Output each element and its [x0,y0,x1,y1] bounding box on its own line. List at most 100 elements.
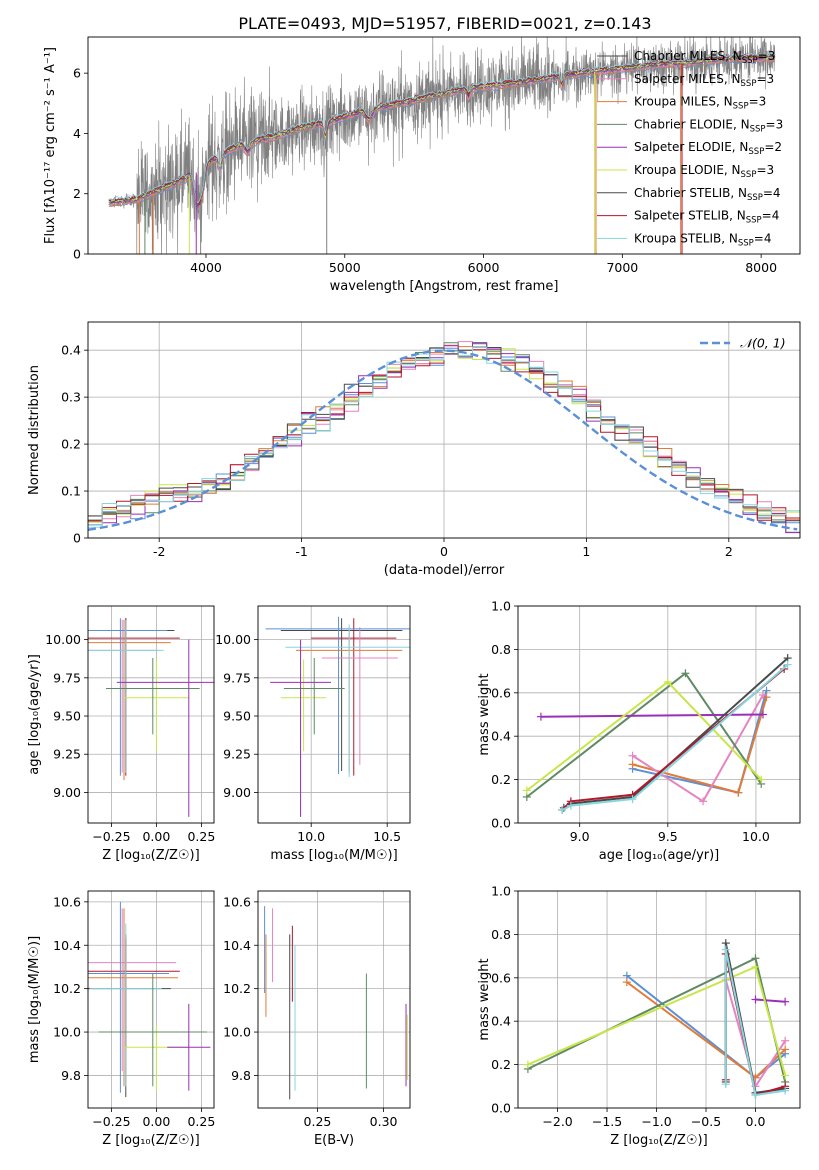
x-tick-label: 5000 [329,260,361,275]
legend-label-sub: SSP [741,79,757,89]
x-tick-label: 0.25 [187,829,215,844]
y-tick-label: 9.50 [53,709,81,724]
legend-label-sub: SSP [738,238,754,248]
x-tick-label: 9.0 [570,829,590,844]
axes-frame [87,605,215,824]
x-tick-label: −0.25 [92,1114,130,1129]
ticks: 9.0 9.5 10.0 0.0 0.2 0.4 0.6 0.8 1.0 [491,599,770,845]
y-tick-label: 1.0 [491,599,511,614]
legend-label: 𝒩(0, 1) [740,336,786,351]
y-axis-label: mass weight [477,673,492,755]
axes-frame [517,605,801,824]
legend: 𝒩(0, 1) [700,336,786,351]
weight-line-c8 [561,663,789,811]
panel-mass_vs_ebv: 0.25 0.30 9.8 10.0 10.2 10.4 10.6 E(B-V) [223,890,411,1148]
axes-frame [87,890,215,1109]
legend-label-text: Salpeter ELODIE, N [634,140,748,154]
x-tick-label: 7000 [606,260,638,275]
legend-label-sub: SSP [750,124,766,134]
plot-area [264,906,408,1100]
legend-label-suffix: =3 [758,49,776,63]
plot-area [108,37,776,254]
legend-label-suffix: =2 [764,140,782,154]
y-tick-label: 0.0 [491,816,511,831]
x-tick-label: 0.25 [304,1114,332,1129]
grid [258,606,410,823]
panel-weight_vs_Z: −2.0 −1.5 −1.0 −0.5 0.0 0.0 0.2 0.4 0.6 0.8 1.0 Z [… [477,884,801,1148]
y-tick-label: 0.6 [491,970,511,985]
y-tick-label: 9.50 [223,709,251,724]
legend-label-sub: SSP [733,102,749,112]
panel-spectrum: 4000 5000 6000 7000 8000 0 2 4 6 wavelength [Angs… [43,36,801,294]
y-axis-label: Normed distribution [27,365,42,495]
y-tick-label: 9.75 [53,670,81,685]
y-tick-label: 10.2 [223,981,251,996]
legend-label-text: Salpeter STELIB, N [634,209,746,223]
legend-label: Chabrier ELODIE, NSSP=3 [634,117,783,134]
x-axis-label: (data-model)/error [384,563,505,578]
y-tick-label: 0.8 [491,642,511,657]
legend-label-sub: SSP [742,56,758,66]
panel-age_vs_mass: 10.0 10.5 9.00 9.25 9.50 9.75 10.00 mass [log₁₀… [215,605,411,863]
legend-label: Kroupa STELIB, NSSP=4 [634,231,772,248]
legend-label-text: Kroupa MILES, N [634,95,733,109]
y-tick-label: 10.4 [223,938,251,953]
y-tick-label: 0.3 [61,390,81,405]
x-tick-label: 4000 [190,260,222,275]
legend-label-text: Chabrier MILES, N [634,49,742,63]
normal-curve [88,349,798,531]
legend-label: Chabrier STELIB, NSSP=4 [634,186,781,203]
x-tick-label: 8000 [745,260,777,275]
x-tick-label: −1.5 [592,1114,622,1129]
y-tick-label: 9.00 [223,785,251,800]
legend-label: Salpeter STELIB, NSSP=4 [634,209,779,226]
y-tick-label: 9.8 [231,1068,251,1083]
legend-label-text: Kroupa ELODIE, N [634,163,741,177]
legend-label-sub: SSP [748,147,764,157]
y-tick-label: 10.0 [223,1025,251,1040]
x-tick-label: -1 [295,544,307,559]
plot-area [88,618,214,817]
y-tick-label: 1.0 [491,884,511,899]
ticks: −0.25 0.00 0.25 9.00 9.25 9.50 9.75 10.00 [45,632,215,844]
ticks: −2.0 −1.5 −1.0 −0.5 0.0 0.0 0.2 0.4 0.6 0.8 1.0 [491,884,765,1130]
legend-label-suffix: =3 [756,72,774,86]
y-axis-label: age [log₁₀(age/yr)] [27,654,42,775]
axes-frame [257,890,411,1109]
legend-label-suffix: =3 [756,163,774,177]
legend-label: Salpeter ELODIE, NSSP=2 [634,140,782,157]
ticks: 0.25 0.30 9.8 10.0 10.2 10.4 10.6 [223,894,397,1129]
y-tick-label: 0.1 [61,484,81,499]
x-tick-label: 2 [725,544,733,559]
legend-label-sub: SSP [746,216,762,226]
x-tick-label: 10.0 [297,829,325,844]
y-tick-label: 0.6 [491,685,511,700]
y-tick-label: 9.8 [61,1068,81,1083]
weight-line-c2 [632,694,764,803]
legend-label-sub: SSP [747,193,763,203]
legend-label-text: Kroupa STELIB, N [634,231,738,245]
model-spectrum-c8 [108,52,776,204]
legend-label-suffix: =4 [754,231,772,245]
y-tick-label: 9.25 [223,747,251,762]
y-tick-label: 0.4 [61,343,81,358]
ticks: −0.25 0.00 0.25 9.8 10.0 10.2 10.4 10.6 [53,894,215,1129]
x-axis-label: wavelength [Angstrom, rest frame] [330,279,559,294]
x-tick-label: 10.0 [742,829,770,844]
weight-line-c7 [561,668,785,811]
y-tick-label: 0.4 [491,729,511,744]
y-tick-label: 2 [73,186,81,201]
plot-area [88,901,211,1098]
y-tick-label: 0.8 [491,927,511,942]
panel-weight_vs_age: 9.0 9.5 10.0 0.0 0.2 0.4 0.6 0.8 1.0 age [log₁₀(a… [477,599,801,863]
plot-area [88,341,800,534]
y-tick-label: 9.00 [53,785,81,800]
legend-label: Kroupa ELODIE, NSSP=3 [634,163,774,180]
y-tick-label: 10.00 [215,632,251,647]
y-tick-label: 10.6 [223,894,251,909]
grid [88,606,214,823]
legend-label-text: Salpeter MILES, N [634,72,741,86]
y-tick-label: 0.2 [61,437,81,452]
legend-label-suffix: =4 [763,186,781,200]
